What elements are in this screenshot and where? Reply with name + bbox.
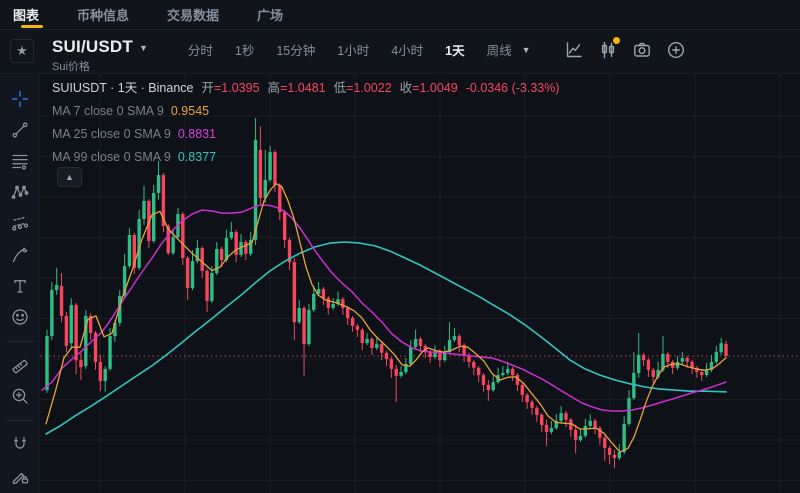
tool-drawing-lock[interactable] [6, 462, 34, 488]
sidebar-divider [6, 340, 33, 342]
xabcd-pattern-icon [11, 185, 28, 200]
indicators-button[interactable] [563, 39, 585, 61]
timeframe-button[interactable]: 1秒 [234, 44, 255, 58]
timeframe-button[interactable]: 分时 [187, 44, 213, 58]
tool-text[interactable] [6, 273, 34, 299]
star-icon: ★ [16, 42, 28, 58]
tool-emoji[interactable] [6, 304, 34, 330]
text-icon [13, 279, 26, 293]
nav-tab[interactable]: 币种信息 [77, 8, 130, 23]
tool-crosshair[interactable] [6, 86, 34, 112]
timeframe-list: 分时 1秒 15分钟 1小时 4小时 1天 周线 [188, 40, 534, 59]
tool-fib-retracement[interactable] [6, 148, 34, 174]
notification-dot [612, 36, 620, 44]
nav-tab[interactable]: 图表 [13, 0, 51, 29]
fib-retracement-icon [11, 155, 28, 170]
tool-xabcd-pattern[interactable] [6, 179, 34, 205]
tool-ruler[interactable] [6, 352, 34, 378]
chevron-down-icon: ▼ [138, 43, 148, 53]
tool-forecast[interactable] [6, 210, 34, 236]
add-button[interactable] [665, 39, 687, 61]
timeframe-button[interactable]: 4小时 [391, 44, 424, 58]
add-icon [667, 41, 684, 58]
chevron-up-icon: ▲ [65, 172, 74, 182]
candle-style-icon [601, 41, 614, 58]
emoji-icon [11, 309, 28, 325]
magnet-icon [13, 436, 26, 449]
timeframe-button[interactable]: 1小时 [337, 44, 370, 58]
tool-magnet[interactable] [6, 431, 34, 457]
screenshot-icon [633, 42, 650, 57]
nav-tab[interactable]: 交易数据 [167, 8, 220, 23]
tool-brush[interactable] [6, 241, 34, 267]
toolbar-icons [551, 36, 687, 61]
timeframe-button[interactable]: 周线 [486, 44, 512, 58]
screenshot-button[interactable] [631, 39, 653, 61]
nav-tab[interactable]: 广场 [257, 8, 284, 23]
pair-price-link[interactable]: Sui价格 [52, 61, 90, 73]
brush-icon [12, 247, 27, 262]
candlestick-chart[interactable] [40, 74, 800, 493]
pair-selector[interactable]: SUI/USDT ▼ Sui价格 [52, 37, 148, 74]
drawing-tools-sidebar [0, 74, 40, 493]
drawing-lock-icon [12, 472, 28, 484]
candle-style-button[interactable] [597, 36, 620, 61]
pair-title: SUI/USDT [52, 37, 133, 56]
timeframe-dropdown-icon[interactable]: ▼ [521, 45, 531, 55]
timeframe-button[interactable]: 1天 [445, 44, 465, 58]
sidebar-divider [6, 419, 33, 421]
ruler-icon [11, 359, 28, 374]
chart-toolbar: ★ SUI/USDT ▼ Sui价格 分时 1秒 15分钟 1小时 4小时 1天 周线 ▼ [0, 30, 800, 74]
timeframe-button[interactable]: 15分钟 [276, 44, 316, 58]
forecast-icon [11, 217, 28, 232]
favorite-button[interactable]: ★ [10, 38, 34, 63]
legend-collapse-button[interactable]: ▲ [57, 167, 82, 187]
tool-trend-line[interactable] [6, 117, 34, 143]
indicators-icon [566, 41, 582, 57]
top-nav: 图表 币种信息 交易数据 广场 [0, 0, 800, 30]
crosshair-icon [11, 90, 28, 108]
chart-canvas[interactable]: SUIUSDT · 1天 · Binance 开=1.0395 高=1.0481 低=… [40, 74, 800, 493]
zoom-in-icon [12, 388, 28, 404]
trend-line-icon [11, 122, 28, 138]
tool-zoom-in[interactable] [6, 383, 34, 409]
